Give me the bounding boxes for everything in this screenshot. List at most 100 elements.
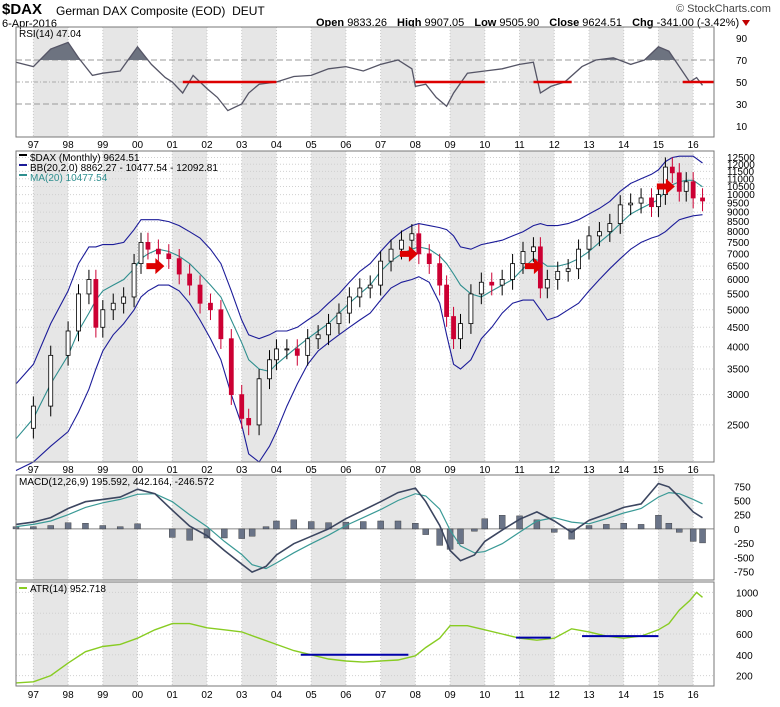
x-tick-label: 14 — [618, 690, 630, 701]
macd-histogram-bar — [377, 520, 384, 530]
exchange-code: DEUT — [232, 4, 265, 18]
macd-histogram-bar — [360, 521, 367, 530]
price-y-tick: 7000 — [727, 249, 750, 260]
candle-body — [110, 302, 116, 311]
red-arrow-annotation — [146, 258, 165, 275]
candle-body — [700, 197, 705, 202]
candle-body — [628, 202, 634, 206]
candle-body — [138, 241, 144, 265]
year-band — [172, 582, 207, 686]
atr-y-tick: 200 — [736, 672, 753, 683]
legend-swatch-price — [19, 154, 27, 156]
macd-y-tick: 0 — [734, 525, 740, 536]
price-y-tick: 10500 — [727, 182, 755, 193]
x-tick-label: 16 — [688, 465, 700, 476]
x-tick-label: 05 — [306, 465, 318, 476]
macd-histogram-bar — [533, 519, 541, 530]
price-y-tick: 11000 — [727, 174, 755, 185]
year-band — [380, 151, 416, 462]
rsi-line — [15, 41, 704, 112]
price-y-tick: 9500 — [727, 199, 750, 210]
candle-body — [86, 279, 92, 295]
x-tick-label: 05 — [306, 690, 318, 701]
chg-value: -341.00 (-3.42%) — [656, 17, 740, 29]
candle-body — [520, 251, 526, 265]
candle-body — [388, 248, 394, 262]
rsi-y-tick: 90 — [736, 34, 748, 45]
macd-y-tick: -250 — [734, 539, 754, 550]
stockcharts-brand: © StockCharts.com — [676, 3, 771, 15]
price-y-tick: 2500 — [727, 420, 750, 431]
candle-body — [121, 296, 127, 304]
high-value: 9907.05 — [424, 17, 465, 29]
candle-body — [669, 166, 675, 174]
macd-line — [15, 482, 703, 574]
price-y-tick: 6500 — [727, 262, 750, 273]
x-tick-label: 15 — [653, 690, 665, 701]
x-tick-label: 03 — [236, 690, 248, 701]
candle-body — [607, 223, 613, 233]
candle-body — [468, 293, 474, 325]
year-band — [102, 582, 138, 686]
macd-signal-line — [15, 491, 703, 570]
atr-line — [15, 591, 703, 684]
macd-y-tick: 500 — [734, 497, 751, 508]
x-tick-label: 97 — [28, 690, 40, 701]
macd-histogram-bar — [676, 528, 683, 533]
red-arrow-annotation — [399, 245, 418, 262]
candle-body — [218, 309, 224, 340]
candle-body — [638, 197, 644, 204]
price-y-tick: 12500 — [727, 153, 755, 164]
year-band — [658, 475, 694, 580]
macd-histogram-bar — [47, 525, 54, 530]
macd-histogram-bar — [498, 515, 506, 530]
bb-legend: BB(20,2.0) 8862.27 - 10477.54 - 12092.81 — [30, 163, 218, 174]
macd-histogram-bar — [665, 523, 673, 530]
macd-histogram-bar — [307, 521, 315, 530]
x-tick-label: 13 — [583, 465, 595, 476]
x-tick-label: 09 — [445, 690, 457, 701]
candle-body — [565, 268, 571, 272]
macd-y-tick: -500 — [734, 553, 754, 564]
year-band — [519, 582, 555, 686]
candle-body — [676, 172, 682, 192]
price-legend: $DAX (Monthly) 9624.51 — [30, 153, 140, 164]
year-band — [33, 582, 69, 686]
x-tick-label: 00 — [132, 140, 144, 151]
legend-swatch-ma — [19, 174, 27, 176]
instrument-full-name: German DAX Composite (EOD) — [56, 4, 226, 18]
price-panel — [15, 150, 715, 463]
x-tick-label: 08 — [410, 140, 422, 151]
price-y-tick: 12000 — [727, 160, 755, 171]
macd-histogram-bar — [221, 528, 228, 539]
candle-body — [48, 354, 54, 407]
x-tick-label: 98 — [63, 140, 75, 151]
candle-body — [256, 378, 262, 426]
candle-body — [166, 253, 172, 260]
price-y-tick: 8500 — [727, 217, 750, 228]
x-tick-label: 11 — [514, 465, 525, 476]
candle-body — [656, 194, 661, 208]
open-value: 9833.26 — [347, 17, 387, 29]
x-tick-label: 98 — [63, 465, 75, 476]
macd-histogram-bar — [689, 528, 697, 542]
price-y-tick: 8000 — [727, 227, 750, 238]
ohlc-summary: Open 9833.26 High 9907.05 Low 9505.90 Cl… — [316, 17, 751, 29]
macd-histogram-bar — [262, 526, 270, 530]
x-tick-label: 03 — [236, 140, 248, 151]
x-tick-label: 00 — [132, 690, 144, 701]
year-band — [519, 151, 555, 462]
rsi-y-tick: 30 — [736, 100, 748, 111]
red-arrow-annotation — [524, 258, 543, 275]
x-tick-label: 99 — [97, 690, 109, 701]
candle-body — [617, 204, 623, 224]
x-tick-label: 10 — [479, 140, 491, 151]
candle-body — [305, 338, 311, 356]
legend-swatch-bb — [19, 164, 27, 166]
candle-body — [274, 348, 279, 361]
candle-body — [649, 197, 654, 208]
atr-y-tick: 800 — [736, 609, 753, 620]
year-band — [588, 582, 624, 686]
candle-body — [367, 284, 373, 289]
atr-y-tick: 400 — [736, 651, 753, 662]
